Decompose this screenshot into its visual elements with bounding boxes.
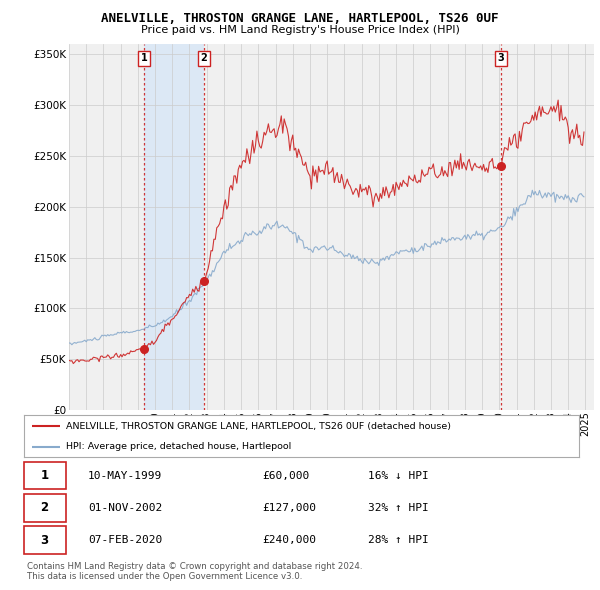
Text: 28% ↑ HPI: 28% ↑ HPI <box>368 535 429 545</box>
Text: 32% ↑ HPI: 32% ↑ HPI <box>368 503 429 513</box>
Text: 07-FEB-2020: 07-FEB-2020 <box>88 535 162 545</box>
Text: 1: 1 <box>141 54 148 63</box>
Text: ANELVILLE, THROSTON GRANGE LANE, HARTLEPOOL, TS26 0UF (detached house): ANELVILLE, THROSTON GRANGE LANE, HARTLEP… <box>65 422 451 431</box>
Text: 1: 1 <box>40 469 49 482</box>
Text: 01-NOV-2002: 01-NOV-2002 <box>88 503 162 513</box>
Text: HPI: Average price, detached house, Hartlepool: HPI: Average price, detached house, Hart… <box>65 442 291 451</box>
Text: 16% ↓ HPI: 16% ↓ HPI <box>368 471 429 481</box>
Text: £60,000: £60,000 <box>263 471 310 481</box>
FancyBboxPatch shape <box>24 462 65 490</box>
Text: Contains HM Land Registry data © Crown copyright and database right 2024.
This d: Contains HM Land Registry data © Crown c… <box>27 562 362 581</box>
Text: 3: 3 <box>497 54 505 63</box>
FancyBboxPatch shape <box>24 526 65 553</box>
Text: £127,000: £127,000 <box>263 503 317 513</box>
Text: 3: 3 <box>40 533 49 546</box>
Text: 2: 2 <box>200 54 207 63</box>
Text: £240,000: £240,000 <box>263 535 317 545</box>
Text: ANELVILLE, THROSTON GRANGE LANE, HARTLEPOOL, TS26 0UF: ANELVILLE, THROSTON GRANGE LANE, HARTLEP… <box>101 12 499 25</box>
Text: 2: 2 <box>40 502 49 514</box>
Text: 10-MAY-1999: 10-MAY-1999 <box>88 471 162 481</box>
Bar <box>144 44 204 410</box>
Text: Price paid vs. HM Land Registry's House Price Index (HPI): Price paid vs. HM Land Registry's House … <box>140 25 460 35</box>
FancyBboxPatch shape <box>24 494 65 522</box>
